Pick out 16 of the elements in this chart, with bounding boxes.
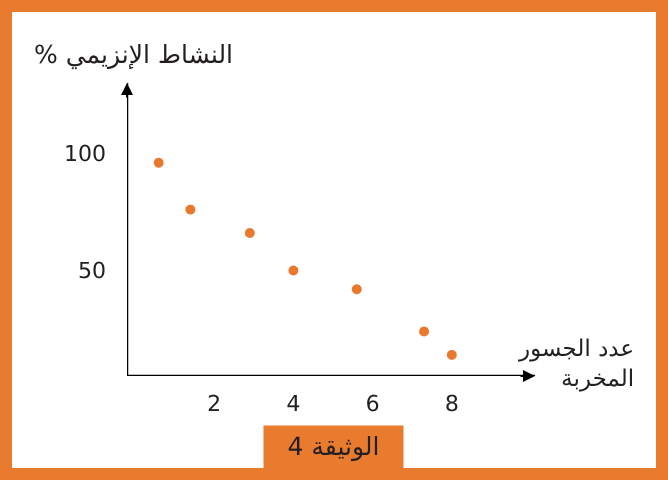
point	[352, 284, 362, 294]
y-tick-label: 50	[78, 259, 106, 284]
point	[185, 204, 196, 215]
x-tick-label: 6	[366, 392, 380, 417]
x-axis-title: عدد الجسور المخربة	[518, 336, 634, 392]
x-tick-label: 2	[207, 392, 222, 417]
point	[288, 266, 298, 276]
point	[446, 350, 457, 360]
point	[419, 326, 430, 336]
y-tick-label: 100	[64, 142, 106, 168]
point	[154, 158, 164, 168]
point	[244, 228, 255, 238]
x-tick-label: 8	[444, 392, 459, 417]
text: الوثيقة 4	[288, 432, 380, 462]
x-tick-label: 4	[286, 392, 300, 417]
y-axis-title: % النشاط الإنزيمي	[34, 40, 234, 70]
